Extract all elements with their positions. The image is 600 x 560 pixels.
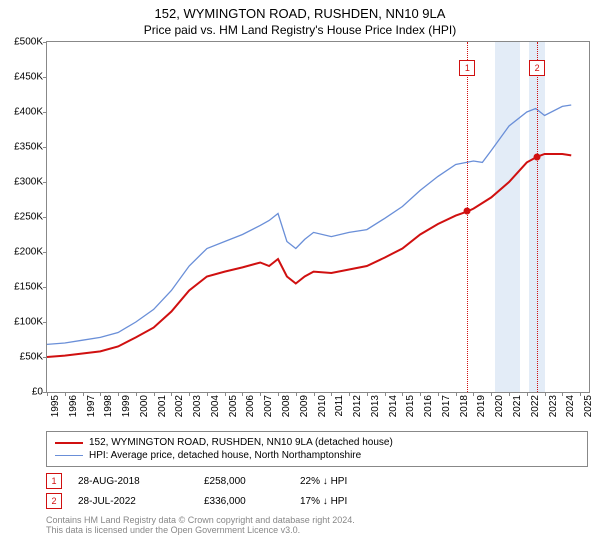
- sale-hpi: 22% ↓ HPI: [300, 476, 390, 487]
- series-line-red: [47, 154, 571, 357]
- sales-table: 1 28-AUG-2018 £258,000 22% ↓ HPI 2 28-JUL-202…: [0, 473, 600, 509]
- x-tick-label: 2004: [210, 395, 221, 417]
- chart-title: 152, WYMINGTON ROAD, RUSHDEN, NN10 9LA: [0, 0, 600, 21]
- y-tick-label: £350K: [14, 142, 43, 153]
- legend-swatch-red: [55, 442, 83, 444]
- x-tick-label: 2020: [494, 395, 505, 417]
- x-tick-label: 2015: [405, 395, 416, 417]
- x-tick-label: 2005: [228, 395, 239, 417]
- y-tick-label: £150K: [14, 282, 43, 293]
- x-tick-label: 2007: [263, 395, 274, 417]
- x-tick-label: 2009: [299, 395, 310, 417]
- sale-price: £258,000: [204, 476, 284, 487]
- sale-row-marker: 1: [46, 473, 62, 489]
- x-tick-label: 2021: [512, 395, 523, 417]
- sale-dot-1: [464, 208, 471, 215]
- y-tick-label: £200K: [14, 247, 43, 258]
- series-line-blue: [47, 105, 571, 344]
- footer: Contains HM Land Registry data © Crown c…: [46, 515, 588, 535]
- chart-area: 12£0£50K£100K£150K£200K£250K£300K£350K£4…: [46, 41, 590, 421]
- sale-vline: [537, 42, 538, 392]
- plot-region: 12£0£50K£100K£150K£200K£250K£300K£350K£4…: [46, 41, 590, 393]
- x-tick-label: 2010: [317, 395, 328, 417]
- sale-row-1: 1 28-AUG-2018 £258,000 22% ↓ HPI: [46, 473, 588, 489]
- sale-price: £336,000: [204, 496, 284, 507]
- x-tick-label: 2022: [530, 395, 541, 417]
- sale-row-2: 2 28-JUL-2022 £336,000 17% ↓ HPI: [46, 493, 588, 509]
- legend: 152, WYMINGTON ROAD, RUSHDEN, NN10 9LA (…: [46, 431, 588, 467]
- y-tick-label: £450K: [14, 72, 43, 83]
- x-tick-label: 2003: [192, 395, 203, 417]
- x-tick-label: 2018: [459, 395, 470, 417]
- sale-date: 28-AUG-2018: [78, 476, 188, 487]
- chart-svg: [47, 42, 589, 392]
- y-tick-label: £500K: [14, 37, 43, 48]
- y-tick-label: £0: [32, 387, 43, 398]
- y-tick-label: £250K: [14, 212, 43, 223]
- footer-line-1: Contains HM Land Registry data © Crown c…: [46, 515, 588, 525]
- sale-hpi: 17% ↓ HPI: [300, 496, 390, 507]
- sale-row-marker: 2: [46, 493, 62, 509]
- x-tick-label: 1995: [50, 395, 61, 417]
- x-tick-label: 2002: [174, 395, 185, 417]
- y-tick-label: £100K: [14, 317, 43, 328]
- x-tick-label: 2016: [423, 395, 434, 417]
- x-tick-label: 2000: [139, 395, 150, 417]
- legend-item-red: 152, WYMINGTON ROAD, RUSHDEN, NN10 9LA (…: [55, 436, 579, 449]
- x-tick-label: 2013: [370, 395, 381, 417]
- chart-subtitle: Price paid vs. HM Land Registry's House …: [0, 21, 600, 41]
- x-tick-label: 1999: [121, 395, 132, 417]
- x-tick-label: 2025: [583, 395, 594, 417]
- legend-item-blue: HPI: Average price, detached house, Nort…: [55, 449, 579, 462]
- y-tick-label: £300K: [14, 177, 43, 188]
- sale-marker-2: 2: [529, 60, 545, 76]
- x-tick-label: 2001: [157, 395, 168, 417]
- x-tick-label: 2011: [334, 395, 345, 417]
- x-tick-label: 2014: [388, 395, 399, 417]
- x-tick-label: 2012: [352, 395, 363, 417]
- sale-vline: [467, 42, 468, 392]
- x-tick-label: 2008: [281, 395, 292, 417]
- x-tick-label: 1997: [86, 395, 97, 417]
- sale-date: 28-JUL-2022: [78, 496, 188, 507]
- legend-swatch-blue: [55, 455, 83, 457]
- sale-dot-2: [534, 153, 541, 160]
- y-tick-label: £50K: [20, 352, 43, 363]
- x-tick-label: 2017: [441, 395, 452, 417]
- x-tick-label: 1996: [68, 395, 79, 417]
- legend-label-red: 152, WYMINGTON ROAD, RUSHDEN, NN10 9LA (…: [89, 437, 393, 448]
- x-tick-label: 2019: [476, 395, 487, 417]
- x-tick-label: 1998: [103, 395, 114, 417]
- legend-label-blue: HPI: Average price, detached house, Nort…: [89, 450, 361, 461]
- y-tick-label: £400K: [14, 107, 43, 118]
- x-tick-label: 2023: [548, 395, 559, 417]
- sale-marker-1: 1: [459, 60, 475, 76]
- x-tick-label: 2006: [245, 395, 256, 417]
- footer-line-2: This data is licensed under the Open Gov…: [46, 525, 588, 535]
- x-tick-label: 2024: [565, 395, 576, 417]
